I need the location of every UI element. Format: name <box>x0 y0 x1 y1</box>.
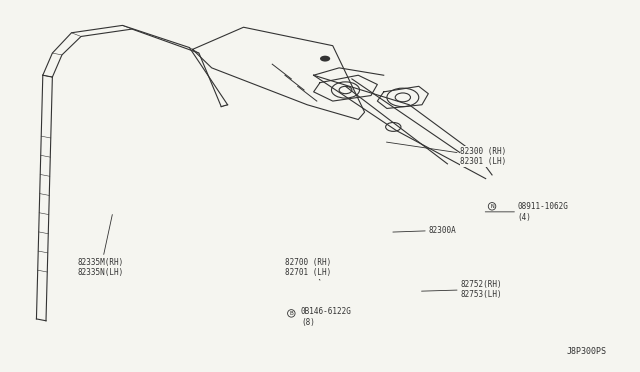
Circle shape <box>478 157 488 163</box>
Text: 82335M(RH)
82335N(LH): 82335M(RH) 82335N(LH) <box>78 215 124 277</box>
Text: J8P300PS: J8P300PS <box>567 347 607 356</box>
Text: 0B146-6122G
(8): 0B146-6122G (8) <box>301 307 352 327</box>
Text: 82300A: 82300A <box>393 226 456 235</box>
Text: 82300 (RH)
82301 (LH): 82300 (RH) 82301 (LH) <box>387 142 506 166</box>
Text: 82700 (RH)
82701 (LH): 82700 (RH) 82701 (LH) <box>285 257 332 280</box>
Text: B: B <box>289 311 293 316</box>
Circle shape <box>320 56 330 62</box>
Text: 82752(RH)
82753(LH): 82752(RH) 82753(LH) <box>422 280 502 299</box>
Text: N: N <box>490 204 494 209</box>
Text: 08911-1062G
(4): 08911-1062G (4) <box>485 202 568 222</box>
